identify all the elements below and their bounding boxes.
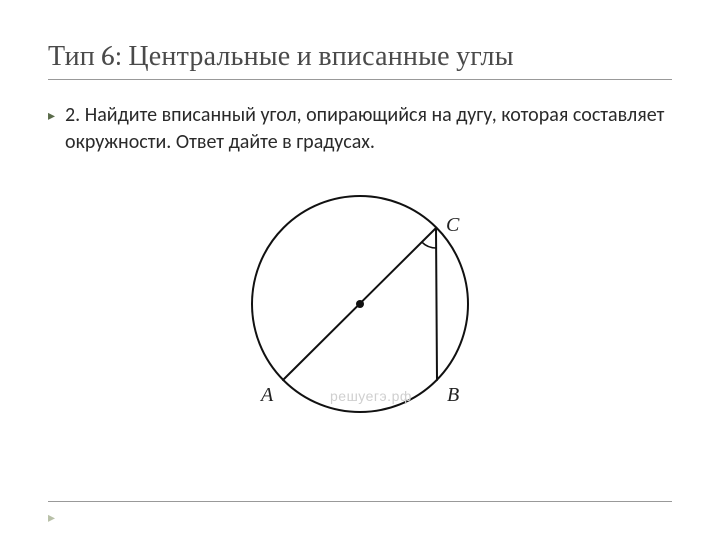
geometry-figure: A B C решуегэ.рф — [220, 174, 500, 434]
problem-text: 2. Найдите вписанный угол, опирающийся н… — [65, 102, 672, 156]
figure-wrap: A B C решуегэ.рф — [48, 174, 672, 434]
slide-title: Тип 6: Центральные и вписанные углы — [48, 40, 672, 80]
footer-rule — [48, 501, 672, 502]
footer-bullet-icon: ▸ — [48, 509, 55, 526]
body-row: ▸ 2. Найдите вписанный угол, опирающийся… — [48, 102, 672, 156]
slide: Тип 6: Центральные и вписанные углы ▸ 2.… — [0, 0, 720, 454]
point-label-a: A — [261, 384, 273, 407]
point-label-b: B — [447, 384, 459, 407]
bullet-icon: ▸ — [48, 102, 55, 130]
point-label-c: C — [446, 214, 459, 237]
watermark-text: решуегэ.рф — [330, 388, 412, 404]
